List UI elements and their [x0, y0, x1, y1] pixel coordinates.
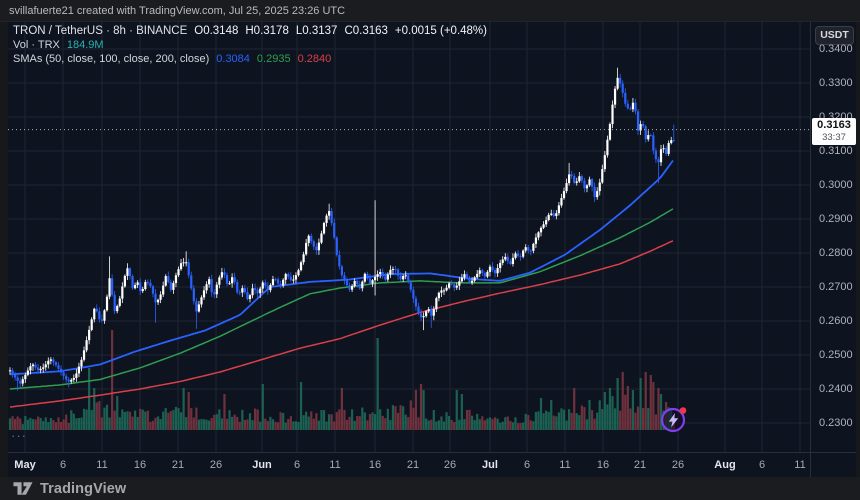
- price-change: +0.0015 (+0.48%): [394, 25, 487, 37]
- price-tick-label: 0.2300: [819, 416, 853, 429]
- time-tick-day: 26: [443, 459, 457, 471]
- price-tick-label: 0.3400: [819, 42, 853, 55]
- time-tick-day: 6: [758, 459, 766, 471]
- attribution-text: svillafuerte21 created with TradingView.…: [9, 5, 346, 17]
- bar-countdown: 33:37: [822, 131, 846, 143]
- ohlc-low: L0.3137: [295, 25, 338, 37]
- sma100-value: 0.2935: [256, 53, 291, 65]
- price-tick-label: 0.3100: [819, 144, 853, 157]
- lightning-bolt-icon: [668, 413, 679, 428]
- price-tick-label: 0.2400: [819, 382, 853, 395]
- time-tick-month: May: [14, 459, 36, 471]
- more-indicators-ellipsis[interactable]: ···: [11, 428, 27, 443]
- ohlc-open: O0.3148: [194, 25, 239, 37]
- time-tick-day: 6: [59, 459, 67, 471]
- volume-value: 184.9M: [66, 39, 104, 51]
- time-tick-day: 11: [794, 459, 806, 471]
- time-tick-day: 21: [406, 459, 420, 471]
- ohlc-close: C0.3163: [344, 25, 388, 37]
- price-tick-label: 0.2500: [819, 348, 853, 361]
- chart-legend: TRON / TetherUS · 8h · BINANCE O0.3148 H…: [13, 25, 487, 67]
- time-tick-day: 16: [368, 459, 382, 471]
- tradingview-logo-icon[interactable]: [13, 481, 33, 496]
- tradingview-logo-text[interactable]: TradingView: [40, 480, 127, 497]
- price-axis[interactable]: USDT 0.3163 33:37 0.3400 0.3300 0.3200 0.31…: [810, 22, 856, 452]
- price-tick-label: 0.2900: [819, 212, 853, 225]
- sma200-value: 0.2840: [297, 53, 332, 65]
- price-chart-canvas[interactable]: [8, 22, 810, 452]
- price-tick-label: 0.3000: [819, 178, 853, 191]
- time-tick-day: 26: [209, 459, 223, 471]
- last-price-value: 0.3163: [817, 118, 851, 131]
- price-tick-label: 0.3300: [819, 76, 853, 89]
- price-tick-label: 0.2800: [819, 246, 853, 259]
- volume-label: Vol · TRX: [13, 39, 60, 51]
- currency-toggle-button[interactable]: USDT: [815, 26, 854, 45]
- footer-bar: TradingView: [0, 477, 860, 500]
- price-tick-label: 0.2600: [819, 314, 853, 327]
- time-tick-day: 6: [523, 459, 531, 471]
- sma-label: SMAs (50, close, 100, close, 200, close): [13, 53, 210, 65]
- time-tick-day: 16: [133, 459, 147, 471]
- symbol-title: TRON / TetherUS · 8h · BINANCE: [13, 25, 188, 37]
- time-tick-day: 6: [293, 459, 301, 471]
- time-tick-month: Jul: [482, 459, 498, 471]
- attribution-bar: svillafuerte21 created with TradingView.…: [0, 0, 860, 22]
- ohlc-high: H0.3178: [245, 25, 289, 37]
- time-tick-day: 11: [559, 459, 571, 471]
- volume-legend-row[interactable]: Vol · TRX 184.9M: [13, 39, 487, 53]
- time-tick-month: Jun: [252, 459, 272, 471]
- time-tick-day: 26: [671, 459, 685, 471]
- sma50-value: 0.3084: [216, 53, 250, 65]
- time-tick-day: 21: [633, 459, 647, 471]
- price-tick-label: 0.2700: [819, 280, 853, 293]
- time-tick-day: 11: [329, 459, 341, 471]
- time-tick-month: Aug: [714, 459, 736, 471]
- time-tick-day: 11: [96, 459, 108, 471]
- time-tick-day: 21: [171, 459, 185, 471]
- symbol-legend-row[interactable]: TRON / TetherUS · 8h · BINANCE O0.3148 H…: [13, 25, 487, 39]
- notification-dot: [679, 407, 687, 414]
- axis-corner: [810, 452, 856, 477]
- flash-snapshot-icon[interactable]: [658, 404, 690, 436]
- time-tick-day: 16: [596, 459, 610, 471]
- last-price-label: 0.3163 33:37: [812, 117, 856, 145]
- sma-legend-row[interactable]: SMAs (50, close, 100, close, 200, close)…: [13, 53, 487, 67]
- time-axis[interactable]: May 6 11 16 21 26 Jun 6 11 16 21 26 Jul 6 11 16 21 26 Aug 6…: [8, 452, 810, 477]
